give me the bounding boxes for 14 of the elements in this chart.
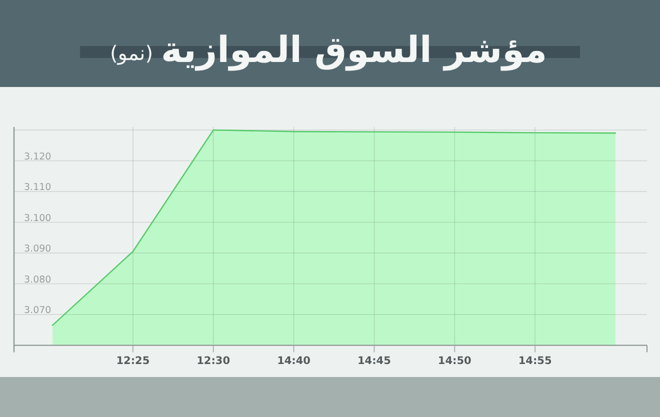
xtick-label: 14:40 (277, 355, 310, 367)
xtick-label: 14:45 (358, 355, 391, 367)
ytick-label: 3.090 (24, 244, 52, 255)
ytick-label: 3.100 (24, 212, 52, 224)
xtick-label: 14:50 (438, 355, 472, 367)
subtitle: (نمو) (110, 41, 154, 65)
xtick-label: 12:25 (116, 355, 150, 367)
title: مؤشر السوق الموازية (161, 30, 547, 71)
ytick-label: 3.110 (24, 182, 52, 194)
ytick-label: 3.070 (24, 305, 52, 316)
xtick-label: 12:30 (196, 355, 230, 367)
ytick-label: 3.080 (24, 274, 52, 286)
ytick-label: 3.120 (24, 151, 52, 162)
xtick-label: 14:55 (518, 355, 552, 367)
